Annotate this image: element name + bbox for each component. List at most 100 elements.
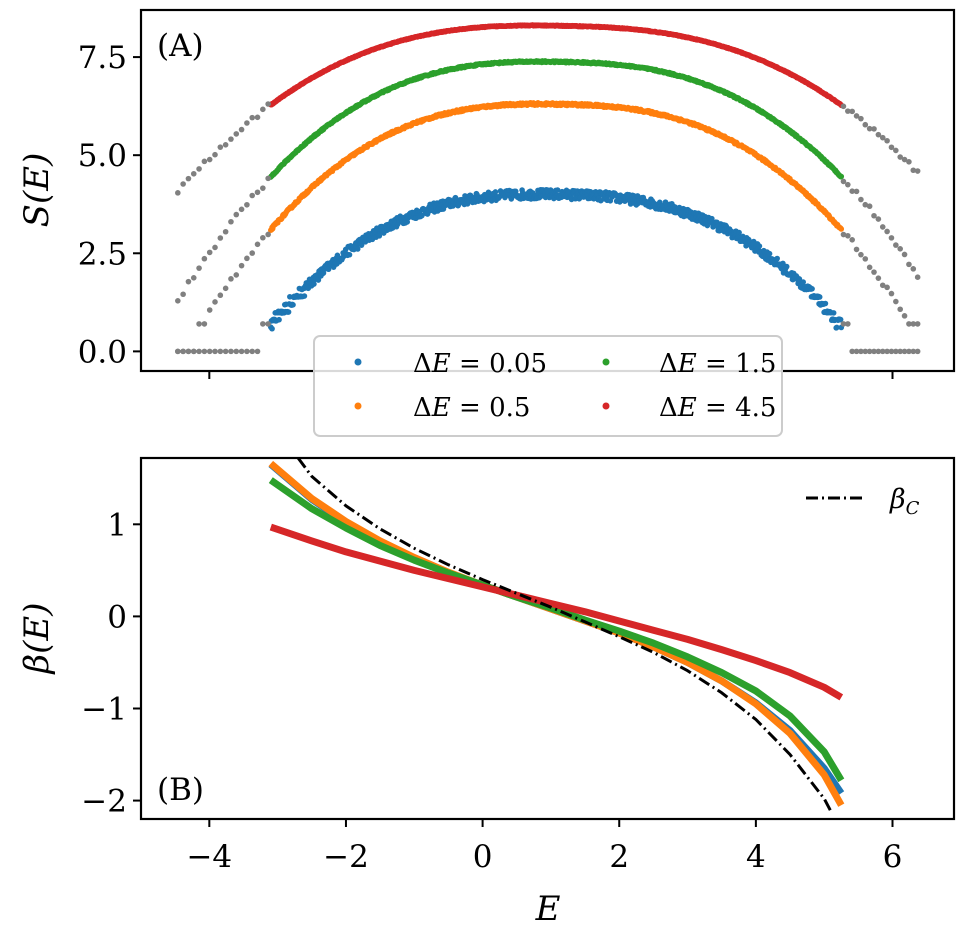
scatter-point	[822, 300, 829, 307]
panel-a-ytick-label: 5.0	[78, 138, 127, 174]
panel-b-xlabel: E	[535, 889, 561, 929]
panel-b-ytick-label: −2	[81, 784, 127, 820]
scatter-point-gray	[222, 348, 229, 355]
scatter-point-gray	[201, 348, 208, 355]
scatter-point-gray	[858, 251, 864, 258]
scatter-point	[346, 251, 353, 258]
scatter-point-gray	[212, 151, 218, 158]
legend-marker-0	[354, 358, 362, 366]
scatter-point-gray	[260, 185, 266, 191]
scatter-point-gray	[217, 144, 224, 150]
scatter-point-gray	[196, 265, 202, 271]
scatter-point-gray	[233, 211, 240, 218]
scatter-point	[301, 293, 308, 299]
scatter-point-gray	[914, 168, 921, 174]
scatter-point-gray	[901, 251, 908, 258]
scatter-point-gray	[222, 285, 229, 292]
scatter-point-gray	[249, 192, 256, 199]
scatter-point-gray	[840, 321, 847, 327]
scatter-point-gray	[910, 348, 917, 355]
scatter-point	[838, 226, 845, 232]
panel-b-y-axis: 1 0 −1 −2	[81, 507, 141, 820]
scatter-point-gray	[254, 189, 261, 196]
scatter-point-gray	[862, 121, 869, 128]
scatter-point-gray	[901, 313, 908, 319]
scatter-point-gray	[849, 348, 855, 355]
legend-label-2: ΔE = 1.5	[659, 349, 776, 379]
scatter-point-gray	[260, 106, 266, 113]
scatter-point-gray	[875, 216, 882, 222]
scatter-point-gray	[862, 201, 869, 208]
scatter-point-gray	[249, 250, 256, 256]
legend-label-3: ΔE = 4.5	[659, 393, 776, 423]
scatter-point	[492, 189, 499, 195]
scatter-point-gray	[265, 321, 271, 327]
scatter-point-gray	[888, 348, 895, 355]
scatter-point-gray	[884, 348, 890, 355]
panel-b-xtick-label: 2	[609, 839, 629, 875]
scatter-point-gray	[871, 348, 877, 355]
scatter-point-gray	[180, 291, 186, 298]
scatter-point-gray	[175, 298, 181, 304]
scatter-point	[774, 255, 780, 262]
scatter-point	[320, 270, 327, 276]
scatter-point-gray	[901, 156, 908, 163]
scatter-point-gray	[196, 321, 202, 327]
panel-a-ytick-label: 2.5	[78, 236, 127, 272]
scatter-point-gray	[853, 348, 860, 355]
scatter-point-gray	[185, 348, 192, 355]
scatter-point-gray	[866, 348, 873, 355]
scatter-point	[709, 215, 715, 222]
scatter-point-gray	[222, 228, 229, 235]
panel-b-line-0	[268, 461, 845, 796]
scatter-point-gray	[185, 175, 192, 182]
panel-a-y-axis: 0.0 2.5 5.0 7.5	[78, 40, 141, 370]
scatter-point	[325, 266, 332, 273]
scatter-point-gray	[212, 244, 218, 251]
scatter-point-gray	[884, 284, 890, 291]
scatter-point-gray	[879, 134, 886, 141]
panel-a-series-0	[175, 187, 921, 355]
scatter-point-gray	[901, 348, 908, 355]
scatter-point-gray	[910, 321, 917, 327]
scatter-point-gray	[893, 348, 899, 355]
panel-a-series-1	[175, 100, 921, 355]
scatter-point-gray	[862, 256, 869, 262]
scatter-point	[554, 187, 561, 193]
scatter-point	[269, 325, 275, 332]
scatter-point-gray	[254, 114, 261, 121]
scatter-point-gray	[190, 275, 197, 281]
scatter-point-gray	[897, 154, 903, 160]
scatter-point-gray	[866, 264, 873, 271]
scatter-point	[809, 286, 815, 292]
panel-b-ytick-label: 1	[107, 507, 127, 543]
scatter-point-gray	[233, 272, 240, 278]
panel-b-x-axis: −4 −2 0 2 4 6	[186, 819, 902, 875]
scatter-point-gray	[914, 274, 921, 280]
scatter-point-gray	[249, 114, 256, 121]
scatter-point-gray	[866, 203, 873, 210]
scatter-point-gray	[893, 242, 899, 248]
scatter-point	[285, 309, 292, 315]
panel-b-ylabel: β(E)	[17, 602, 57, 675]
scatter-point-gray	[206, 249, 213, 256]
scatter-point	[830, 310, 837, 316]
scatter-point-gray	[845, 232, 851, 239]
panel-a: 0.0 2.5 5.0 7.5 (A) S(E) ΔE = 0.05 ΔE = 0.5…	[17, 8, 956, 437]
scatter-point-gray	[840, 178, 847, 185]
scatter-point-gray	[866, 125, 873, 132]
scatter-point-gray	[180, 348, 186, 355]
scatter-point-gray	[884, 137, 890, 144]
legend-marker-2	[602, 358, 610, 366]
scatter-point-gray	[910, 266, 917, 272]
scatter-point-gray	[212, 299, 218, 305]
scatter-point-gray	[849, 108, 855, 115]
scatter-point	[816, 294, 823, 300]
scatter-point-gray	[228, 218, 234, 225]
scatter-point-gray	[190, 348, 197, 355]
panel-b-ytick-label: 0	[107, 599, 127, 635]
scatter-point-gray	[879, 224, 886, 230]
scatter-point-gray	[879, 282, 886, 289]
legend-marker-1	[354, 402, 362, 410]
